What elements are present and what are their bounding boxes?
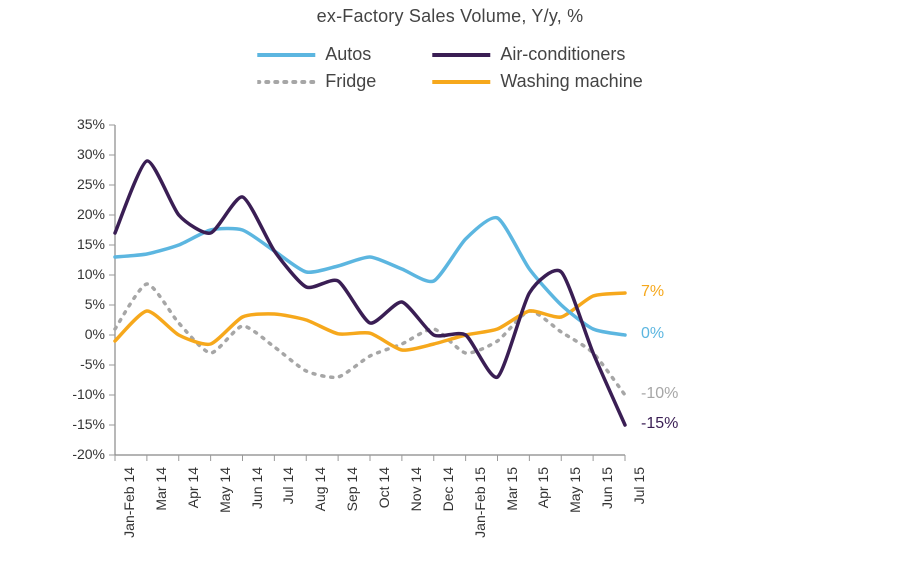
x-tick-label: Jan-Feb 14 xyxy=(121,467,137,567)
legend-label: Washing machine xyxy=(500,71,642,92)
chart: ex-Factory Sales Volume, Y/y, % Autos Air… xyxy=(0,0,900,580)
x-tick-label: Oct 14 xyxy=(376,467,392,567)
legend-label: Fridge xyxy=(325,71,376,92)
legend-swatch-aircon xyxy=(432,48,490,62)
legend-label: Air-conditioners xyxy=(500,44,625,65)
x-tick-label: Mar 14 xyxy=(153,467,169,567)
y-tick-label: 35% xyxy=(55,116,105,132)
y-tick-label: 30% xyxy=(55,146,105,162)
y-tick-label: 5% xyxy=(55,296,105,312)
plot-svg xyxy=(115,125,625,455)
end-label-aircon: -15% xyxy=(641,415,678,433)
y-tick-label: 20% xyxy=(55,206,105,222)
x-tick-label: Jun 15 xyxy=(599,467,615,567)
x-tick-label: Jun 14 xyxy=(249,467,265,567)
x-tick-label: Jan-Feb 15 xyxy=(472,467,488,567)
chart-title: ex-Factory Sales Volume, Y/y, % xyxy=(0,6,900,27)
legend-item-autos: Autos xyxy=(257,44,376,65)
plot-area xyxy=(115,125,625,455)
x-tick-label: May 15 xyxy=(567,467,583,567)
y-tick-label: -10% xyxy=(55,386,105,402)
x-tick-label: Aug 14 xyxy=(312,467,328,567)
y-tick-label: 15% xyxy=(55,236,105,252)
x-tick-label: Sep 14 xyxy=(344,467,360,567)
series-autos xyxy=(115,218,625,335)
y-tick-label: 0% xyxy=(55,326,105,342)
end-label-autos: 0% xyxy=(641,325,664,343)
legend-swatch-autos xyxy=(257,48,315,62)
x-tick-label: Dec 14 xyxy=(440,467,456,567)
legend-item-aircon: Air-conditioners xyxy=(432,44,642,65)
x-tick-label: Jul 15 xyxy=(631,467,647,567)
legend-label: Autos xyxy=(325,44,371,65)
legend-item-washing: Washing machine xyxy=(432,71,642,92)
x-tick-label: Apr 14 xyxy=(185,467,201,567)
end-label-fridge: -10% xyxy=(641,385,678,403)
y-tick-label: -15% xyxy=(55,416,105,432)
y-tick-label: 10% xyxy=(55,266,105,282)
x-tick-label: Apr 15 xyxy=(535,467,551,567)
y-tick-label: -5% xyxy=(55,356,105,372)
y-tick-label: -20% xyxy=(55,446,105,462)
legend: Autos Air-conditioners Fridge Washing machi… xyxy=(257,44,642,92)
x-tick-label: Nov 14 xyxy=(408,467,424,567)
x-tick-label: Mar 15 xyxy=(504,467,520,567)
legend-swatch-washing xyxy=(432,75,490,89)
x-tick-label: Jul 14 xyxy=(280,467,296,567)
legend-swatch-fridge xyxy=(257,75,315,89)
end-label-washing: 7% xyxy=(641,283,664,301)
legend-item-fridge: Fridge xyxy=(257,71,376,92)
x-tick-label: May 14 xyxy=(217,467,233,567)
y-tick-label: 25% xyxy=(55,176,105,192)
